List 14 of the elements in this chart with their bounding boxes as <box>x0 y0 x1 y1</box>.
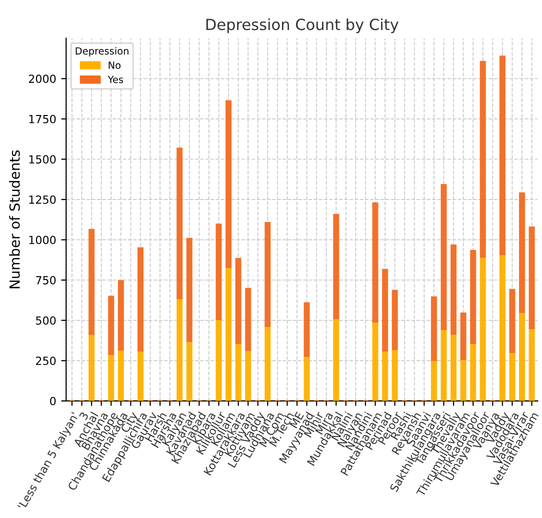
y-tick-label: 0 <box>50 396 56 406</box>
legend-label: Yes <box>108 76 124 84</box>
y-tick-label: 2000 <box>28 74 56 83</box>
y-tick-label: 1750 <box>29 114 56 124</box>
y-tick-label: 1000 <box>29 236 56 244</box>
legend-label: No <box>108 62 120 69</box>
y-tick-label: 1250 <box>29 195 56 204</box>
y-tick-label: 1500 <box>29 155 56 164</box>
y-axis-title: Number of Students <box>9 150 20 288</box>
legend-title: Depression <box>76 47 128 56</box>
y-tick-label: 500 <box>36 316 56 325</box>
y-tick-label: 750 <box>36 276 56 284</box>
chart-title: Depression Count by City <box>206 18 398 34</box>
y-tick-label: 250 <box>36 356 56 366</box>
